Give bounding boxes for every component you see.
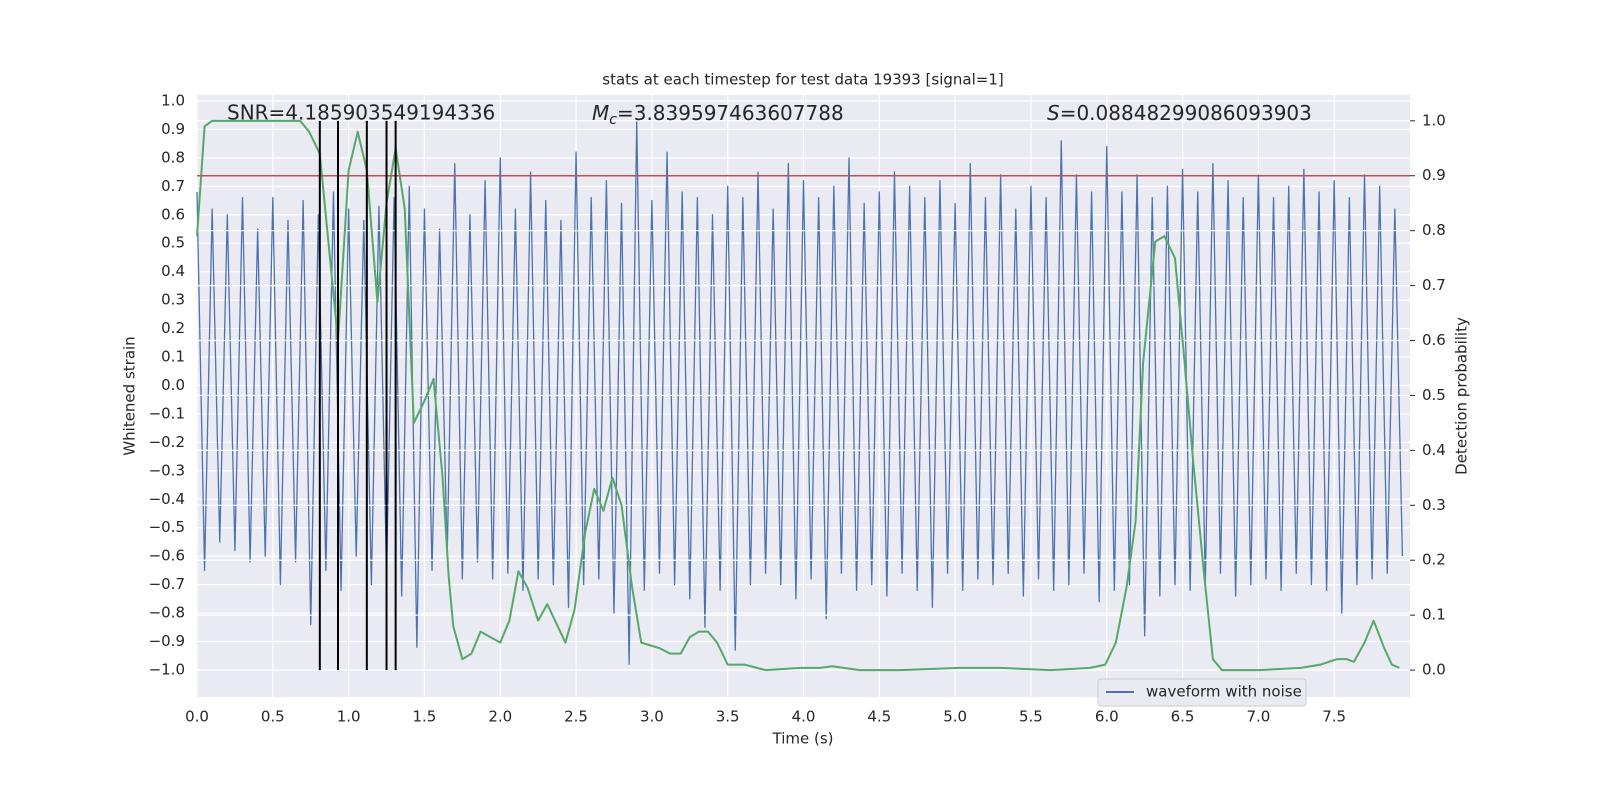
x-tick-label: 1.0 xyxy=(337,708,361,726)
y-tick-label: −0.2 xyxy=(149,433,185,451)
y-tick-label: 0.5 xyxy=(161,234,185,252)
y-tick-label: 0.6 xyxy=(161,205,185,223)
y-tick-label: 1.0 xyxy=(161,91,185,109)
y2-tick-label: 0.9 xyxy=(1422,166,1446,184)
y2-tick-label: 0.7 xyxy=(1422,276,1446,294)
x-tick-label: 3.5 xyxy=(716,708,740,726)
annotation-value: =3.839597463607788 xyxy=(617,101,844,125)
y2-tick-label: 1.0 xyxy=(1422,111,1446,129)
x-tick-label: 4.5 xyxy=(867,708,891,726)
y-tick-label: −0.8 xyxy=(149,604,185,622)
y-tick-label: 0.1 xyxy=(161,348,185,366)
y2-tick-label: 0.5 xyxy=(1422,386,1446,404)
y-tick-label: −0.6 xyxy=(149,547,185,565)
x-tick-label: 7.0 xyxy=(1246,708,1270,726)
y2-tick-label: 0.3 xyxy=(1422,496,1446,514)
y-tick-label: 0.4 xyxy=(161,262,185,280)
y-tick-label: 0.0 xyxy=(161,376,185,394)
y2-tick-label: 0.1 xyxy=(1422,606,1446,624)
upper-layer xyxy=(196,119,1410,672)
annotation: Mc=3.839597463607788 xyxy=(592,101,844,129)
chart-title: stats at each timestep for test data 193… xyxy=(602,71,1003,89)
y-tick-label: −0.7 xyxy=(149,575,185,593)
y-tick-label: −0.5 xyxy=(149,518,185,536)
y-tick-label: 0.8 xyxy=(161,148,185,166)
x-tick-label: 5.5 xyxy=(1019,708,1043,726)
x-tick-label: 6.5 xyxy=(1171,708,1195,726)
y-tick-label: 0.3 xyxy=(161,291,185,309)
y2-tick-label: 0.6 xyxy=(1422,331,1446,349)
series-line xyxy=(196,119,1400,672)
annotation-subscript: c xyxy=(609,112,617,128)
y2-tick-label: 0.8 xyxy=(1422,221,1446,239)
annotation: SNR=4.185903549194336 xyxy=(227,101,495,125)
y-tick-label: −0.3 xyxy=(149,461,185,479)
y-tick-label: −0.1 xyxy=(149,404,185,422)
x-tick-label: 3.0 xyxy=(640,708,664,726)
y2-axis-label: Detection probability xyxy=(1453,317,1471,475)
annotation-value: =0.08848299086093903 xyxy=(1060,101,1312,125)
x-tick-label: 2.0 xyxy=(488,708,512,726)
x-tick-label: 2.5 xyxy=(564,708,588,726)
x-tick-label: 5.0 xyxy=(943,708,967,726)
annotation: S=0.08848299086093903 xyxy=(1047,101,1312,125)
y-tick-label: 0.9 xyxy=(161,120,185,138)
legend-label: waveform with noise xyxy=(1146,683,1302,701)
x-axis-label: Time (s) xyxy=(772,730,834,748)
x-tick-label: 1.5 xyxy=(413,708,437,726)
y-tick-label: −0.9 xyxy=(149,632,185,650)
x-tick-label: 6.0 xyxy=(1095,708,1119,726)
y2-tick-label: 0.0 xyxy=(1422,661,1446,679)
series-line xyxy=(196,120,1404,665)
legend-box xyxy=(1097,678,1307,707)
y2-tick-label: 0.2 xyxy=(1422,551,1446,569)
legend: waveform with noise xyxy=(1097,678,1307,707)
y-axis-label: Whitened strain xyxy=(121,336,139,455)
y-tick-label: 0.2 xyxy=(161,319,185,337)
y2-tick-label: 0.4 xyxy=(1422,441,1446,459)
x-tick-label: 7.5 xyxy=(1322,708,1346,726)
y-tick-label: 0.7 xyxy=(161,177,185,195)
y-tick-label: −0.4 xyxy=(149,490,185,508)
x-tick-label: 0.0 xyxy=(185,708,209,726)
y-tick-label: −1.0 xyxy=(149,660,185,678)
annotation-symbol: S xyxy=(1047,101,1060,125)
annotation-symbol: M xyxy=(592,101,609,125)
x-tick-label: 0.5 xyxy=(261,708,285,726)
x-tick-label: 4.0 xyxy=(792,708,816,726)
